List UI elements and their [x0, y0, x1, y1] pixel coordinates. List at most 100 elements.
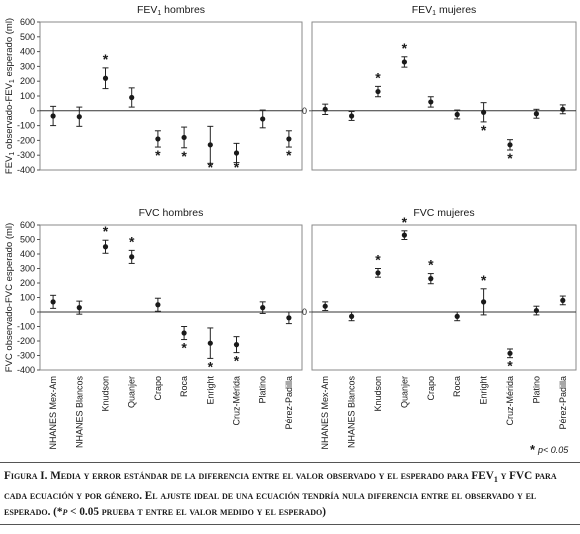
- plot-frame: [311, 224, 577, 371]
- plot-frame: [311, 21, 577, 171]
- y-tick-label: -300: [17, 351, 35, 361]
- y-tick-label: -400: [17, 165, 35, 175]
- panel-title-part-2: hombres: [161, 4, 205, 16]
- data-point: [375, 270, 381, 276]
- x-category-label: Cruz-Mérida: [232, 376, 242, 426]
- note-text: p< 0.05: [537, 445, 569, 455]
- x-category-label: Cruz-Mérida: [505, 376, 515, 426]
- y-tick-label: 600: [20, 17, 35, 27]
- y-tick-label: 200: [20, 76, 35, 86]
- x-category-label: Crapo: [153, 376, 163, 401]
- significance-star: *: [428, 257, 434, 273]
- significance-star: *: [375, 69, 381, 85]
- y-tick-label: 500: [20, 32, 35, 42]
- data-point: [155, 136, 161, 142]
- data-point: [507, 350, 513, 356]
- data-point: [401, 232, 407, 238]
- x-category-label: NHANES Mex-Am: [320, 376, 330, 450]
- significance-star: *: [481, 122, 487, 138]
- significance-star: *: [234, 159, 240, 175]
- y-axis-label-part-1: 1: [9, 152, 16, 156]
- x-category-label: Knudson: [373, 376, 383, 412]
- significance-star: *: [208, 358, 214, 374]
- y-tick-label: 0: [30, 106, 35, 116]
- data-point: [50, 299, 56, 305]
- panel-title-part-0: FEV: [137, 4, 157, 16]
- panel-title: FEV1 mujeres: [412, 4, 477, 17]
- panel-bottom-right: FVC mujeres 0 NHANES Mex-Am NHANES Blancos *…: [302, 207, 577, 450]
- caption-text: Media y error estándar de la diferencia …: [50, 470, 494, 482]
- plot-frame: [39, 21, 303, 171]
- significance-star: *: [286, 147, 292, 163]
- significance-star: *: [208, 159, 214, 175]
- y-tick-label: -300: [17, 150, 35, 160]
- y-axis-label: FVC observado-FVC esperado (ml): [4, 223, 15, 372]
- caption-sub: 1: [493, 475, 498, 485]
- caption-top-rule: [0, 462, 580, 463]
- data-point: [181, 330, 187, 336]
- y-tick-label: -400: [17, 365, 35, 375]
- panel-top-right: FEV1 mujeres 0 * * * *: [302, 4, 577, 171]
- data-point: [286, 315, 292, 321]
- caption-p: p: [62, 506, 68, 519]
- panel-title-part-0: FEV: [412, 4, 432, 16]
- significance-star: *: [181, 148, 187, 164]
- y-tick-label: 300: [20, 61, 35, 71]
- y-tick-label: 0: [30, 307, 35, 317]
- x-category-label: Pérez-Padilla: [284, 376, 294, 430]
- data-point: [233, 342, 240, 348]
- data-point: [322, 303, 328, 309]
- y-tick-label: 300: [20, 264, 35, 274]
- significance-star: *: [375, 252, 381, 268]
- significance-star: *: [181, 340, 187, 356]
- significance-star: *: [507, 358, 513, 374]
- x-category-label: Roca: [452, 376, 462, 397]
- panel-title: FVC hombres: [139, 207, 204, 219]
- y-tick-label: -200: [17, 336, 35, 346]
- panel-title-part-0: FVC hombres: [139, 207, 204, 219]
- significance-star: *: [103, 223, 109, 239]
- significance-star: *: [103, 51, 109, 67]
- data-point: [260, 116, 266, 122]
- y-axis-label-part-2: observado-FEV: [4, 82, 15, 151]
- data-point: [50, 113, 56, 119]
- x-category-label: Enright: [479, 376, 489, 405]
- significance-star: *: [402, 214, 408, 230]
- x-category-label: Crapo: [426, 376, 436, 401]
- caption-lead: Figura I.: [4, 470, 48, 482]
- data-point: [507, 142, 513, 148]
- significance-star: *: [234, 353, 240, 369]
- data-point: [533, 307, 540, 314]
- panel-title: FEV1 hombres: [137, 4, 205, 17]
- y-axis-label: FEV1 observado-FEV1 esperado (ml): [4, 18, 16, 174]
- x-category-label: NHANES Blancos: [347, 376, 357, 449]
- data-point: [102, 244, 109, 250]
- data-point: [207, 340, 213, 346]
- data-point: [349, 113, 355, 119]
- significance-star: *: [155, 147, 161, 163]
- x-category-label: Platino: [258, 376, 268, 404]
- data-point: [181, 134, 187, 141]
- y-tick-label: -100: [17, 121, 35, 131]
- data-point: [560, 297, 566, 303]
- y-tick-label: 400: [20, 249, 35, 259]
- panel-title-part-1: 1: [157, 10, 161, 17]
- data-point: [375, 88, 381, 95]
- y-axis-label-part-4: esperado (ml): [4, 18, 15, 79]
- y-axis-label-part-3: 1: [9, 79, 16, 83]
- y-tick-label: 200: [20, 278, 35, 288]
- data-point: [428, 99, 434, 105]
- significance-star: *: [507, 150, 513, 166]
- x-category-label: Enright: [205, 376, 215, 405]
- caption-bottom-rule: [0, 524, 580, 525]
- data-point: [322, 106, 328, 112]
- x-category-label: Quanjer: [399, 376, 409, 408]
- data-point: [533, 111, 540, 117]
- x-category-label: Platino: [531, 376, 541, 404]
- y-tick-label: 0: [302, 106, 307, 116]
- data-point: [349, 313, 355, 319]
- data-point: [207, 142, 213, 148]
- y-axis-label-part-0: FEV: [4, 155, 15, 174]
- y-axis-label-part-0: FVC observado-FVC esperado (ml): [4, 223, 15, 372]
- plot-frame: [39, 224, 303, 371]
